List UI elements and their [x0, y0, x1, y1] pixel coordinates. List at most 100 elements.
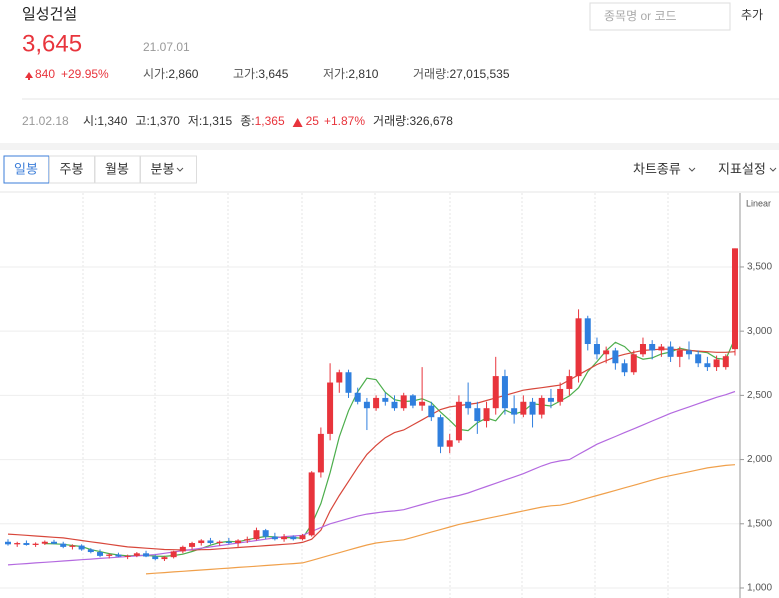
history-date: 21.02.18 — [22, 114, 69, 128]
y-tick-label: 2,500 — [747, 390, 772, 401]
candle-body — [41, 541, 48, 544]
candle-body — [317, 433, 324, 473]
candle-body — [704, 363, 711, 368]
y-tick-label: 3,500 — [747, 262, 772, 273]
candle-body — [299, 535, 306, 540]
candle-body — [308, 472, 315, 536]
stat-value: 2,860 — [168, 67, 198, 81]
candle-body — [529, 401, 536, 415]
candle-body — [189, 543, 196, 547]
tab[interactable] — [49, 155, 95, 184]
candle-body — [465, 401, 472, 409]
candle-body — [32, 543, 39, 545]
candle-body — [97, 552, 104, 556]
candle-body — [593, 344, 600, 355]
candle-body — [492, 376, 499, 409]
tab-label: 월봉 — [105, 161, 129, 176]
candle-body — [547, 397, 554, 402]
candle-body — [603, 350, 610, 355]
candle-body — [612, 350, 619, 364]
history-label: 종: — [240, 114, 254, 128]
stat-value: 2,810 — [348, 67, 378, 81]
stat-label: 거래량: — [413, 67, 449, 81]
candle-body — [695, 354, 702, 364]
candle-body — [621, 363, 628, 373]
candle-body — [262, 530, 269, 537]
history-change-pct: +1.87% — [324, 114, 365, 128]
candle-body — [455, 401, 462, 441]
candle-body — [639, 344, 646, 355]
stock-name: 일성건설 — [22, 6, 77, 23]
candle-body — [271, 536, 278, 540]
history-label: 저: — [188, 114, 202, 128]
candle-body — [685, 350, 692, 355]
add-button[interactable]: 추가 — [741, 8, 763, 22]
candle-body — [143, 553, 150, 557]
candle-body — [520, 401, 527, 415]
menu[interactable]: 차트종류 — [633, 161, 681, 176]
stat-label: 고가: — [233, 67, 258, 81]
candle-body — [437, 417, 444, 447]
candle-body — [253, 530, 260, 540]
candle-body — [115, 554, 122, 557]
candle-body — [382, 397, 389, 402]
candle-body — [575, 318, 582, 377]
tab[interactable] — [140, 155, 197, 184]
candle-body — [179, 546, 186, 552]
candle-body — [124, 555, 131, 557]
candle-body — [649, 344, 656, 351]
candle-body — [161, 557, 168, 560]
y-tick-label: 1,000 — [747, 583, 772, 594]
candle-body — [511, 408, 518, 415]
change-pct: +29.95% — [61, 67, 109, 81]
candle-body — [566, 376, 573, 389]
menu[interactable]: 지표설정 — [718, 161, 766, 176]
candle-body — [584, 318, 591, 345]
candle-body — [106, 554, 113, 556]
candle-body — [419, 401, 426, 406]
price: 3,645 — [22, 30, 82, 57]
candle-body — [281, 536, 288, 540]
search-box[interactable] — [589, 2, 731, 31]
candle-body — [87, 549, 94, 553]
candle-body — [722, 356, 729, 368]
history-label: 시: — [83, 114, 97, 128]
candle-body — [198, 540, 205, 544]
candle-body — [23, 543, 30, 545]
candle-body — [152, 556, 159, 560]
candle-body — [327, 382, 334, 434]
history-value: 1,370 — [150, 114, 180, 128]
candle-body — [60, 543, 67, 547]
history-volume-label: 거래량: — [373, 114, 409, 128]
candle-body — [713, 359, 720, 368]
candle-body — [5, 541, 11, 545]
candle-body — [216, 541, 223, 544]
moving-average — [145, 464, 736, 575]
candle-body — [207, 540, 214, 544]
candle-body — [354, 392, 361, 402]
tab[interactable] — [3, 155, 50, 184]
stat-label: 시가: — [143, 67, 168, 81]
y-tick-label: 3,000 — [747, 326, 772, 337]
candle-body — [225, 541, 232, 544]
stat-value: 3,645 — [258, 67, 288, 81]
candle-body — [676, 350, 683, 357]
candle-body — [244, 539, 251, 541]
tab[interactable] — [94, 155, 141, 184]
candle-body — [290, 536, 297, 540]
candle-body — [133, 553, 140, 556]
candle-body — [474, 408, 481, 422]
up-triangle — [292, 118, 303, 127]
band — [0, 143, 779, 150]
dropdown-icons — [176, 167, 777, 172]
candle-body — [667, 346, 674, 357]
candle-body — [51, 541, 58, 544]
history-volume-value: 326,678 — [410, 114, 454, 128]
search-placeholder: 종목명 or 코드 — [604, 9, 677, 23]
up-arrow — [25, 72, 33, 80]
candle-body — [658, 346, 665, 351]
candle-body — [630, 354, 637, 373]
tab-label: 일봉 — [14, 161, 38, 176]
